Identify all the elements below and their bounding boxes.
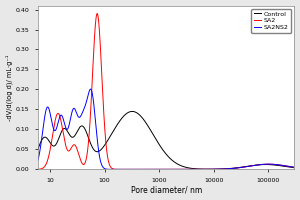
Control bbox=[130, 110, 134, 113]
SA2NS2 bbox=[146, 168, 149, 171]
SA2NS2 bbox=[124, 168, 128, 171]
Control bbox=[81, 125, 84, 127]
SA2NS2 bbox=[292, 166, 296, 168]
SA2NS2 bbox=[89, 88, 92, 90]
SA2 bbox=[146, 168, 149, 171]
SA2 bbox=[292, 166, 296, 168]
X-axis label: Pore diameter/ nm: Pore diameter/ nm bbox=[130, 185, 202, 194]
SA2NS2 bbox=[260, 163, 264, 166]
Line: Control: Control bbox=[38, 111, 294, 169]
Control bbox=[288, 166, 291, 168]
Control bbox=[65, 130, 69, 132]
Control bbox=[208, 168, 211, 170]
Control bbox=[135, 111, 138, 114]
SA2NS2 bbox=[81, 111, 84, 114]
SA2 bbox=[288, 165, 291, 168]
Line: SA2NS2: SA2NS2 bbox=[38, 89, 294, 169]
SA2 bbox=[131, 168, 135, 171]
SA2 bbox=[81, 163, 84, 165]
SA2 bbox=[260, 163, 264, 166]
Line: SA2: SA2 bbox=[38, 14, 294, 169]
Y-axis label: -dV/d(log d)/ mL·g⁻¹: -dV/d(log d)/ mL·g⁻¹ bbox=[6, 54, 13, 121]
Legend: Control, SA2, SA2NS2: Control, SA2, SA2NS2 bbox=[251, 9, 291, 33]
Control bbox=[292, 167, 296, 169]
SA2 bbox=[135, 168, 138, 171]
SA2NS2 bbox=[36, 159, 40, 161]
SA2NS2 bbox=[135, 168, 138, 171]
Control bbox=[146, 124, 149, 126]
Control bbox=[260, 163, 264, 166]
SA2 bbox=[95, 12, 99, 15]
Control bbox=[36, 148, 40, 150]
SA2NS2 bbox=[288, 165, 291, 168]
SA2NS2 bbox=[65, 128, 69, 131]
SA2 bbox=[65, 148, 69, 151]
SA2 bbox=[36, 168, 40, 170]
